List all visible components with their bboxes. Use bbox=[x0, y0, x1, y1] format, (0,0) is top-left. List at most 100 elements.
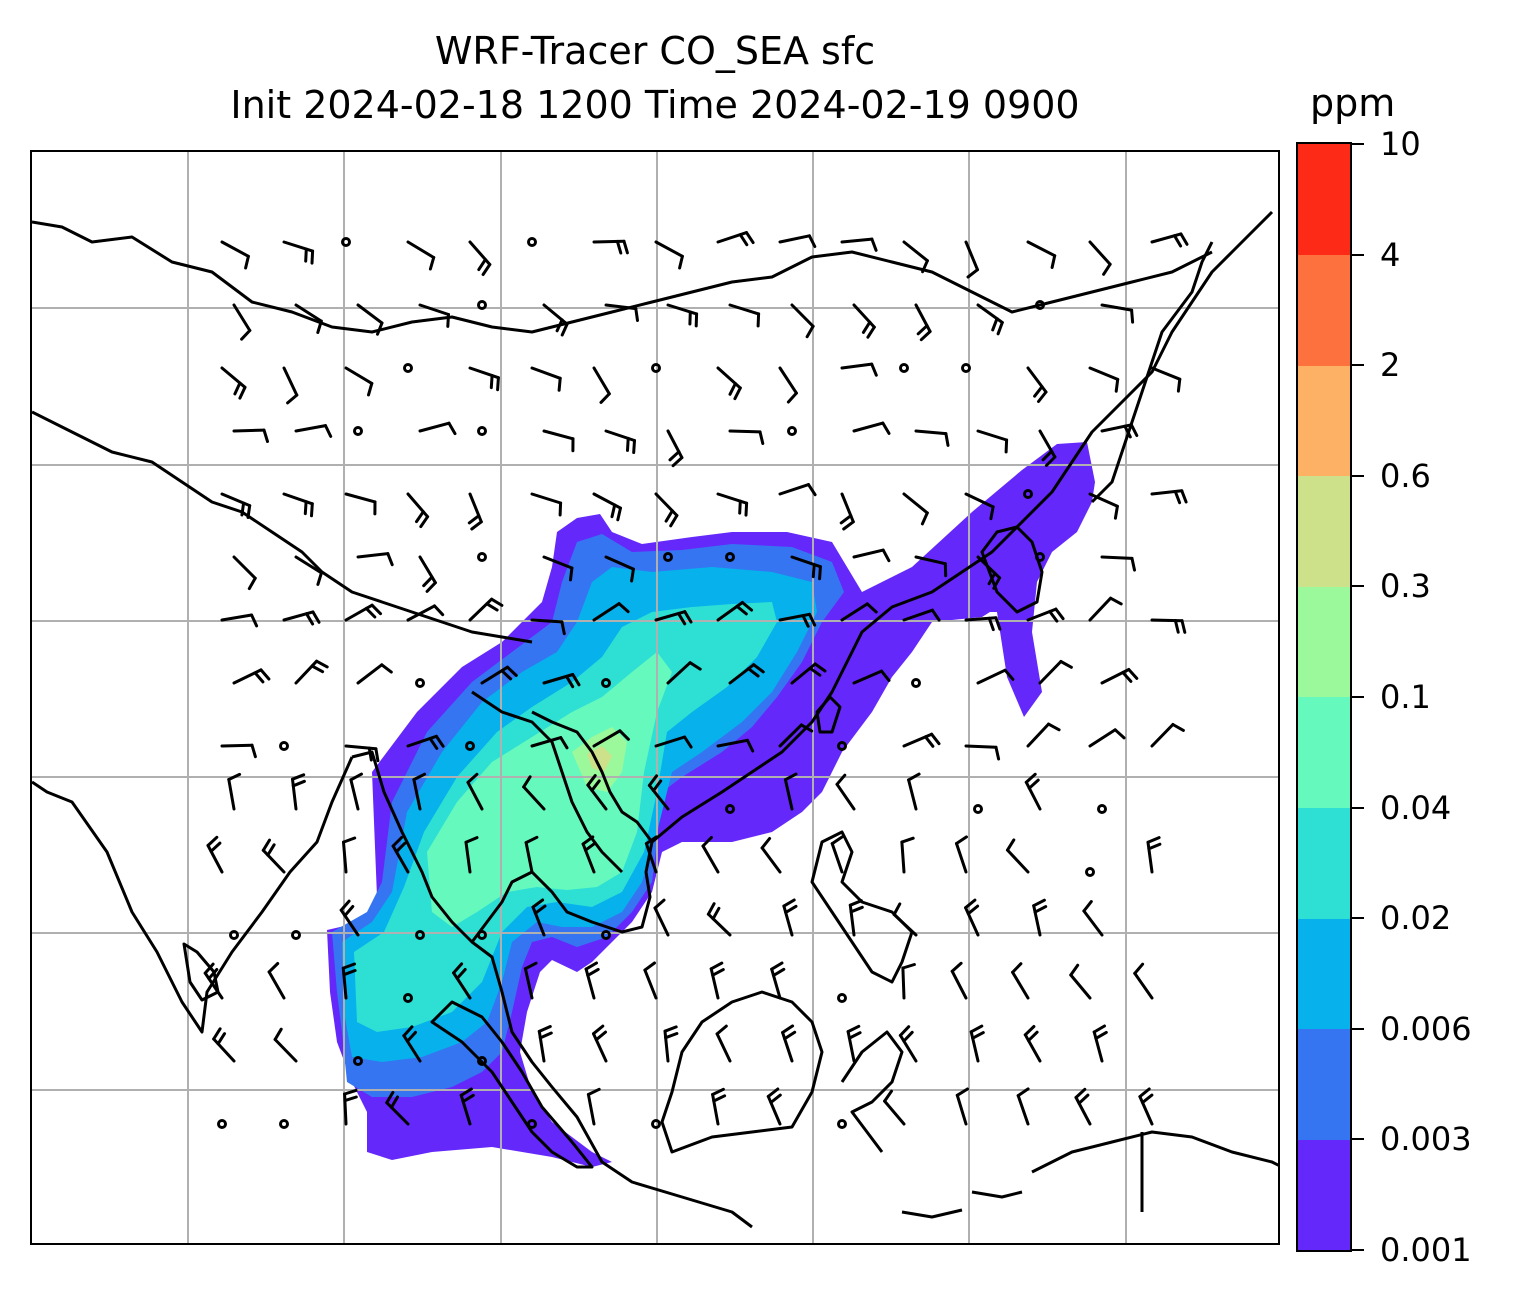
wind-barb-feather bbox=[752, 663, 765, 674]
wind-barb-shaft bbox=[459, 1093, 472, 1126]
wind-barb-shaft bbox=[524, 841, 534, 874]
wind-barb-feather bbox=[446, 313, 450, 328]
wind-barb-feather bbox=[425, 581, 437, 593]
wind-barb-feather bbox=[782, 898, 796, 908]
wind-barb-shaft bbox=[592, 492, 622, 510]
wind-barb-feather bbox=[434, 734, 445, 748]
calm-wind-circle bbox=[217, 1119, 227, 1129]
sumatra bbox=[430, 1000, 594, 1169]
wind-barb-shaft bbox=[711, 1093, 720, 1126]
wind-barb-feather bbox=[1129, 423, 1139, 437]
wind-barb-feather bbox=[250, 743, 257, 759]
wind-barb-feather bbox=[364, 606, 377, 619]
wind-barb-shaft bbox=[643, 968, 658, 1000]
wind-barb-feather bbox=[799, 723, 814, 733]
wind-barb-shaft bbox=[1016, 1094, 1030, 1126]
colorbar-tick-label: 0.001 bbox=[1380, 1231, 1472, 1269]
wind-barb-feather bbox=[711, 906, 721, 921]
wind-barb-feather bbox=[994, 745, 1001, 761]
wind-barb-feather bbox=[590, 779, 601, 792]
wind-barb-shaft bbox=[716, 738, 749, 748]
wind-barb-shaft bbox=[206, 844, 224, 874]
wind-barb-feather bbox=[991, 317, 999, 332]
colorbar-tick-label: 0.04 bbox=[1380, 788, 1452, 827]
colorbar-tick-label: 0.006 bbox=[1380, 1009, 1472, 1048]
wind-barb-shaft bbox=[212, 1037, 236, 1063]
calm-wind-circle bbox=[651, 363, 661, 373]
wind-barb-feather bbox=[813, 662, 827, 673]
wind-barb-feather bbox=[818, 565, 822, 581]
calm-wind-circle bbox=[837, 1119, 847, 1129]
wind-barb-feather bbox=[467, 514, 481, 525]
map-canvas bbox=[32, 152, 1278, 1243]
wind-barb-feather bbox=[496, 376, 500, 392]
colorbar-segment bbox=[1298, 918, 1350, 1030]
wind-barb-shaft bbox=[1100, 555, 1134, 560]
wind-barb-shaft bbox=[840, 602, 869, 622]
calm-wind-circle bbox=[837, 741, 847, 751]
wind-barb-feather bbox=[880, 669, 891, 682]
wind-barb-shaft bbox=[466, 780, 484, 811]
wind-barb-feather bbox=[966, 904, 980, 916]
wind-barb-feather bbox=[303, 500, 308, 516]
wind-barb-feather bbox=[349, 772, 363, 782]
wind-barb-feather bbox=[849, 905, 864, 914]
wind-barb-feather bbox=[485, 602, 499, 612]
wind-barb-feather bbox=[683, 610, 693, 624]
colorbar-tick-label: 4 bbox=[1380, 235, 1401, 274]
wind-barb-shaft bbox=[892, 913, 918, 937]
wind-barb-feather bbox=[677, 612, 687, 626]
wind-barb-feather bbox=[523, 961, 538, 971]
wind-barb-feather bbox=[1032, 898, 1046, 908]
wind-barb-feather bbox=[310, 249, 315, 265]
wind-barb-feather bbox=[291, 773, 306, 781]
calm-wind-circle bbox=[651, 1119, 661, 1129]
wind-barb-feather bbox=[250, 613, 259, 628]
wind-barb-shaft bbox=[1011, 970, 1030, 1000]
wind-barb-shaft bbox=[900, 840, 906, 874]
calm-wind-circle bbox=[1023, 489, 1033, 499]
wind-barb-feather bbox=[394, 841, 407, 854]
wind-barb-feather bbox=[930, 732, 941, 746]
wind-barb-feather bbox=[1114, 377, 1120, 393]
wind-barb-shaft bbox=[1088, 728, 1117, 748]
wind-barb-shaft bbox=[654, 735, 687, 748]
wind-barb-shaft bbox=[964, 240, 979, 272]
wind-barb-feather bbox=[1033, 905, 1048, 914]
colorbar-segment bbox=[1298, 144, 1350, 256]
wind-barb-feather bbox=[227, 772, 242, 781]
wind-barb-shaft bbox=[715, 1032, 732, 1063]
colorbar-tick-mark bbox=[1352, 806, 1364, 809]
borneo bbox=[660, 990, 824, 1154]
wind-barb-feather bbox=[653, 898, 666, 910]
wind-barb-feather bbox=[994, 616, 1002, 631]
wind-barb-feather bbox=[870, 362, 878, 377]
wind-barb-feather bbox=[1037, 390, 1048, 403]
wind-barb-feather bbox=[1173, 490, 1182, 505]
wind-barb-feather bbox=[216, 1032, 226, 1046]
wind-barb-shaft bbox=[267, 970, 286, 1000]
wind-barb-feather bbox=[343, 1088, 358, 1096]
wind-barb-shaft bbox=[232, 668, 263, 685]
wind-barb-feather bbox=[1133, 962, 1145, 975]
wind-barb-feather bbox=[1074, 1087, 1087, 1099]
wind-barb-feather bbox=[246, 504, 252, 519]
wind-barb-feather bbox=[1004, 438, 1009, 454]
wind-barb-shaft bbox=[1150, 366, 1182, 381]
wind-barb-feather bbox=[1041, 449, 1054, 462]
wind-barb-shaft bbox=[523, 967, 534, 1000]
calm-wind-circle bbox=[899, 363, 909, 373]
calm-wind-circle bbox=[1035, 300, 1045, 310]
wind-barb-shaft bbox=[955, 1093, 968, 1126]
wind-barb-shaft bbox=[1150, 232, 1183, 244]
map-panel[interactable] bbox=[30, 150, 1280, 1245]
calm-wind-circle bbox=[477, 300, 487, 310]
wind-barb-feather bbox=[415, 510, 425, 524]
wind-barb-shaft bbox=[418, 421, 451, 433]
wind-barb-feather bbox=[238, 385, 247, 400]
wind-barb-shaft bbox=[1100, 303, 1134, 312]
colorbar-tick-label: 10 bbox=[1380, 125, 1421, 163]
calm-wind-circle bbox=[663, 552, 673, 562]
mainland-se-asia-borders bbox=[471, 690, 624, 874]
wind-barb-feather bbox=[706, 902, 716, 916]
